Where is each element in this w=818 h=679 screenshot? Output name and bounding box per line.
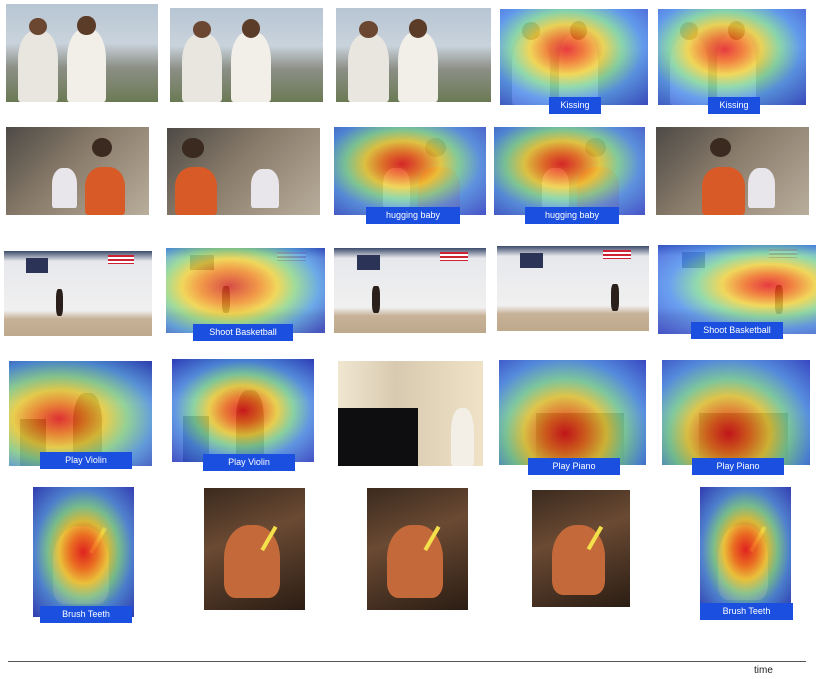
violin-heatmap-frame-2 bbox=[172, 359, 314, 462]
brush-teeth-heatmap-frame-1 bbox=[33, 487, 134, 617]
play-piano-label: Play Piano bbox=[528, 458, 620, 475]
brush-teeth-label: Brush Teeth bbox=[40, 606, 132, 623]
hugging-baby-frame-1 bbox=[6, 127, 149, 215]
hugging-baby-label: hugging baby bbox=[366, 207, 460, 224]
brush-teeth-frame-3 bbox=[367, 488, 468, 610]
play-piano-label: Play Piano bbox=[692, 458, 784, 475]
hugging-baby-frame-5 bbox=[656, 127, 809, 215]
hugging-baby-heatmap-frame-4 bbox=[494, 127, 645, 215]
hugging-baby-heatmap-frame-3 bbox=[334, 127, 486, 215]
time-axis-line bbox=[8, 661, 806, 662]
kissing-heatmap-frame-5 bbox=[658, 9, 806, 105]
piano-heatmap-frame-4 bbox=[499, 360, 646, 465]
brush-teeth-label: Brush Teeth bbox=[700, 603, 793, 620]
piano-room-frame-3 bbox=[338, 361, 483, 466]
play-violin-label: Play Violin bbox=[203, 454, 295, 471]
time-axis-label: time bbox=[754, 665, 773, 676]
shoot-basketball-label: Shoot Basketball bbox=[193, 324, 293, 341]
kissing-label: Kissing bbox=[549, 97, 601, 114]
kissing-heatmap-frame-4 bbox=[500, 9, 648, 105]
play-violin-label: Play Violin bbox=[40, 452, 132, 469]
hugging-baby-frame-2 bbox=[167, 128, 320, 215]
shoot-basketball-label: Shoot Basketball bbox=[691, 322, 783, 339]
brush-teeth-frame-4 bbox=[532, 490, 630, 607]
kissing-frame-1 bbox=[6, 4, 158, 102]
basketball-heatmap-frame-5 bbox=[658, 245, 816, 334]
kissing-frame-3 bbox=[336, 8, 491, 102]
brush-teeth-frame-2 bbox=[204, 488, 305, 610]
basketball-frame-4 bbox=[497, 246, 649, 331]
kissing-label: Kissing bbox=[708, 97, 760, 114]
brush-teeth-heatmap-frame-5 bbox=[700, 487, 791, 612]
violin-heatmap-frame-1 bbox=[9, 361, 152, 466]
kissing-frame-2 bbox=[170, 8, 323, 102]
basketball-frame-3 bbox=[334, 248, 486, 333]
piano-heatmap-frame-5 bbox=[662, 360, 810, 465]
hugging-baby-label: hugging baby bbox=[525, 207, 619, 224]
basketball-frame-1 bbox=[4, 251, 152, 336]
basketball-heatmap-frame-2 bbox=[166, 248, 325, 333]
